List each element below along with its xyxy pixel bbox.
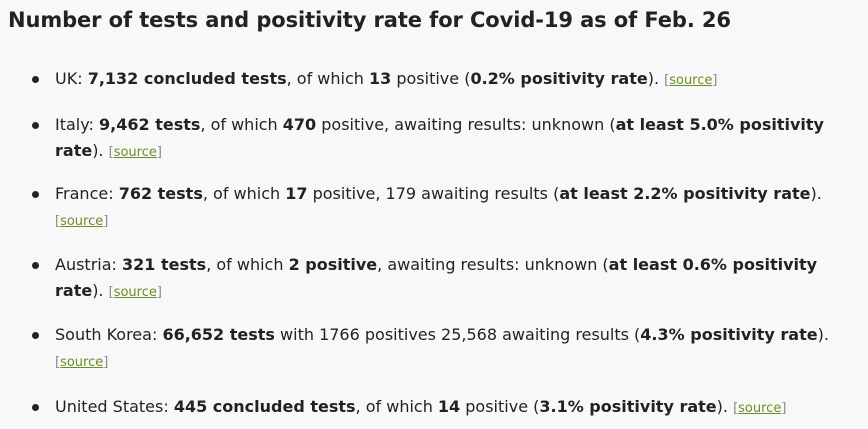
item-text: ). xyxy=(810,184,822,203)
positivity-rate: 3.1% positivity rate xyxy=(539,397,717,416)
source-link[interactable]: source xyxy=(669,73,713,88)
list-item-italy: Italy: 9,462 tests, of which 470 positiv… xyxy=(32,112,861,166)
bullet-icon xyxy=(32,404,39,411)
bullet-icon xyxy=(32,191,39,198)
source-link[interactable]: source xyxy=(60,355,104,370)
bullet-icon xyxy=(32,332,39,339)
source-bracket: [source] xyxy=(55,214,109,229)
test-count: 321 tests xyxy=(122,255,207,274)
item-text: , of which xyxy=(355,397,438,416)
bullet-icon xyxy=(32,122,39,129)
source-link[interactable]: source xyxy=(113,145,157,160)
country-name: France: xyxy=(55,184,114,203)
bullet-icon xyxy=(32,262,39,269)
positive-count: 13 xyxy=(369,69,392,88)
test-count: 9,462 tests xyxy=(99,115,201,134)
source-link[interactable]: source xyxy=(60,214,104,229)
positivity-rate: 0.2% positivity rate xyxy=(470,69,648,88)
source-bracket: [source] xyxy=(108,285,162,300)
positivity-rate: at least 0.6% positivity rate xyxy=(55,255,818,300)
source-link[interactable]: source xyxy=(113,285,157,300)
positive-count: 14 xyxy=(437,397,461,416)
item-text: ). xyxy=(92,141,104,160)
item-text: positive ( xyxy=(460,397,540,416)
item-text: , of which xyxy=(286,69,369,88)
item-text: , of which xyxy=(206,255,289,274)
item-text: , awaiting results: unknown ( xyxy=(377,255,609,274)
positivity-rate: at least 5.0% positivity rate xyxy=(55,115,824,160)
item-text: ). xyxy=(716,397,728,416)
item-text: positive ( xyxy=(391,69,471,88)
item-text: , of which xyxy=(200,115,283,134)
item-text: ). xyxy=(817,325,829,344)
source-bracket: [source] xyxy=(108,145,162,160)
bullet-icon xyxy=(32,76,39,83)
list-item-south-korea: South Korea: 66,652 tests with 1766 posi… xyxy=(32,322,861,376)
positive-count: 470 xyxy=(282,115,317,134)
page-title: Number of tests and positivity rate for … xyxy=(8,8,731,32)
item-text: positive, 179 awaiting results ( xyxy=(307,184,560,203)
list-item-france: France: 762 tests, of which 17 positive,… xyxy=(32,181,861,235)
positivity-rate: at least 2.2% positivity rate xyxy=(559,184,811,203)
item-text: ). xyxy=(647,69,660,88)
country-name: United States: xyxy=(55,397,169,416)
test-count: 66,652 tests xyxy=(162,325,275,344)
item-text: positive, awaiting results: unknown ( xyxy=(316,115,616,134)
list-item-united-states: United States: 445 concluded tests, of w… xyxy=(32,394,861,422)
country-name: Italy: xyxy=(55,115,94,134)
source-bracket: [source] xyxy=(733,401,787,416)
source-bracket: [source] xyxy=(55,355,109,370)
source-bracket: [source] xyxy=(664,73,718,88)
item-text: with 1766 positives 25,568 awaiting resu… xyxy=(274,325,641,344)
positivity-rate: 4.3% positivity rate xyxy=(640,325,818,344)
test-count: 445 concluded tests xyxy=(173,397,356,416)
item-text: ). xyxy=(92,281,104,300)
test-count: 7,132 concluded tests xyxy=(87,69,287,88)
positive-count: 17 xyxy=(285,184,308,203)
country-name: UK: xyxy=(55,69,83,88)
country-name: South Korea: xyxy=(55,325,158,344)
source-link[interactable]: source xyxy=(738,401,782,416)
list-item-austria: Austria: 321 tests, of which 2 positive,… xyxy=(32,252,861,306)
item-text: , of which xyxy=(202,184,286,203)
positive-count: 2 positive xyxy=(288,255,378,274)
test-count: 762 tests xyxy=(118,184,203,203)
country-name: Austria: xyxy=(55,255,117,274)
list-item-uk: UK: 7,132 concluded tests, of which 13 p… xyxy=(32,66,861,94)
